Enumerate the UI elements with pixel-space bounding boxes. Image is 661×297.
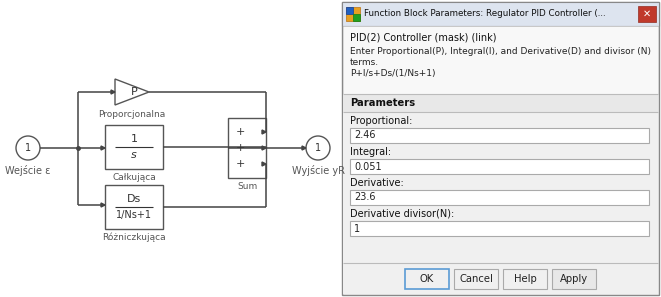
Text: Help: Help xyxy=(514,274,536,284)
Text: Enter Proportional(P), Integral(I), and Derivative(D) and divisor (N): Enter Proportional(P), Integral(I), and … xyxy=(350,47,651,56)
Text: 23.6: 23.6 xyxy=(354,192,375,203)
Bar xyxy=(105,125,163,169)
Text: P: P xyxy=(131,87,137,97)
Polygon shape xyxy=(115,79,149,105)
Bar xyxy=(350,128,649,143)
Bar xyxy=(343,26,658,94)
Text: PID(2) Controller (mask) (link): PID(2) Controller (mask) (link) xyxy=(350,33,496,43)
Bar xyxy=(342,2,659,295)
Text: terms.: terms. xyxy=(350,58,379,67)
Circle shape xyxy=(16,136,40,160)
Text: 1: 1 xyxy=(130,134,137,144)
Text: Integral:: Integral: xyxy=(350,147,391,157)
Text: 1: 1 xyxy=(354,224,360,233)
Text: +: + xyxy=(236,127,245,137)
Text: Ds: Ds xyxy=(127,194,141,204)
Text: Cancel: Cancel xyxy=(459,274,493,284)
Text: Różniczkująca: Różniczkująca xyxy=(102,233,166,242)
Bar xyxy=(346,7,360,21)
Text: Apply: Apply xyxy=(560,274,588,284)
Text: Całkująca: Całkująca xyxy=(112,173,156,182)
Bar xyxy=(454,269,498,289)
Text: Sum: Sum xyxy=(237,182,257,191)
Text: ✕: ✕ xyxy=(643,9,651,19)
Text: 1/Ns+1: 1/Ns+1 xyxy=(116,210,152,220)
Text: Proporcjonalna: Proporcjonalna xyxy=(98,110,166,119)
Polygon shape xyxy=(302,146,306,150)
Bar xyxy=(350,159,649,174)
Bar xyxy=(342,2,659,26)
Polygon shape xyxy=(262,146,266,150)
Bar xyxy=(105,185,163,229)
Text: 1: 1 xyxy=(315,143,321,153)
Text: Function Block Parameters: Regulator PID Controller (...: Function Block Parameters: Regulator PID… xyxy=(364,10,605,18)
Bar xyxy=(228,118,266,178)
Bar xyxy=(405,269,449,289)
Text: 2.46: 2.46 xyxy=(354,130,375,140)
Polygon shape xyxy=(101,146,105,150)
Text: Wejście ε: Wejście ε xyxy=(5,165,51,176)
Bar xyxy=(503,269,547,289)
Bar xyxy=(638,6,656,22)
Circle shape xyxy=(306,136,330,160)
Bar xyxy=(343,26,658,294)
Text: +: + xyxy=(236,159,245,169)
Polygon shape xyxy=(111,90,115,94)
Text: Proportional:: Proportional: xyxy=(350,116,412,126)
Polygon shape xyxy=(101,203,105,207)
Text: Parameters: Parameters xyxy=(350,98,415,108)
Bar xyxy=(346,7,353,14)
Bar xyxy=(350,221,649,236)
Polygon shape xyxy=(262,162,266,166)
Bar xyxy=(552,269,596,289)
Text: P+I/s+Ds/(1/Ns+1): P+I/s+Ds/(1/Ns+1) xyxy=(350,69,436,78)
Text: Derivative:: Derivative: xyxy=(350,178,404,188)
Text: Derivative divisor(N):: Derivative divisor(N): xyxy=(350,209,454,219)
Text: 0.051: 0.051 xyxy=(354,162,381,171)
Bar xyxy=(343,94,658,112)
Bar xyxy=(350,190,649,205)
Text: +: + xyxy=(236,143,245,153)
Text: s: s xyxy=(131,150,137,160)
Text: OK: OK xyxy=(420,274,434,284)
Polygon shape xyxy=(262,130,266,134)
Text: Wyjście yR: Wyjście yR xyxy=(292,165,344,176)
Bar xyxy=(353,14,360,21)
Bar xyxy=(0,0,335,297)
Text: 1: 1 xyxy=(25,143,31,153)
